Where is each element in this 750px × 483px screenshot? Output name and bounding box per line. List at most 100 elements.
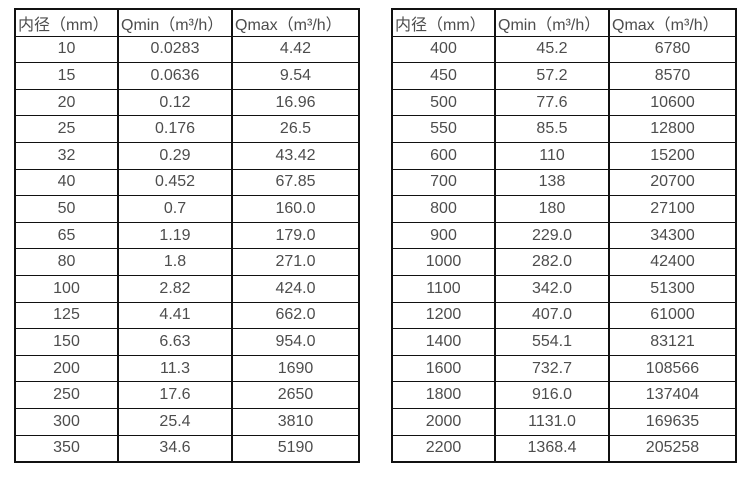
table-cell: 229.0 [494, 221, 610, 250]
table-row: 100 2.82 424.0 [14, 274, 360, 303]
table-cell: 57.2 [494, 62, 610, 90]
table-cell: 65 [14, 221, 119, 250]
table-row: 2000 1131.0 169635 [391, 407, 737, 436]
table-cell: 0.29 [117, 141, 233, 170]
table-cell: 500 [391, 88, 496, 117]
table-cell: 250 [14, 381, 119, 409]
column-header: Qmin（m³/h） [494, 8, 610, 37]
table-row: 350 34.6 5190 [14, 434, 360, 463]
table-cell: 6.63 [117, 328, 233, 356]
table-cell: 0.176 [117, 115, 233, 143]
table-cell: 27100 [608, 195, 737, 223]
column-header: 内径（mm） [14, 8, 119, 37]
table-cell: 1000 [391, 248, 496, 276]
table-cell: 1131.0 [494, 407, 610, 436]
table-cell: 83121 [608, 328, 737, 356]
table-cell: 108566 [608, 354, 737, 383]
table-row: 600 110 15200 [391, 141, 737, 170]
table-row: 25 0.176 26.5 [14, 115, 360, 143]
table-cell: 50 [14, 195, 119, 223]
table-cell: 5190 [231, 434, 360, 463]
table-cell: 77.6 [494, 88, 610, 117]
table-cell: 550 [391, 115, 496, 143]
table-cell: 0.452 [117, 168, 233, 197]
table-cell: 400 [391, 35, 496, 64]
table-cell: 169635 [608, 407, 737, 436]
table-row: 500 77.6 10600 [391, 88, 737, 117]
table-row: 800 180 27100 [391, 195, 737, 223]
table-cell: 150 [14, 328, 119, 356]
table-row: 1400 554.1 83121 [391, 328, 737, 356]
table-cell: 137404 [608, 381, 737, 409]
table-row: 65 1.19 179.0 [14, 221, 360, 250]
table-row: 125 4.41 662.0 [14, 301, 360, 330]
table-cell: 600 [391, 141, 496, 170]
table-cell: 80 [14, 248, 119, 276]
table-row: 10 0.0283 4.42 [14, 35, 360, 64]
table-cell: 32 [14, 141, 119, 170]
table-cell: 1.19 [117, 221, 233, 250]
table-cell: 16.96 [231, 88, 360, 117]
table-cell: 0.7 [117, 195, 233, 223]
table-row: 400 45.2 6780 [391, 35, 737, 64]
table-cell: 85.5 [494, 115, 610, 143]
table-cell: 20 [14, 88, 119, 117]
table-cell: 4.41 [117, 301, 233, 330]
table-row: 50 0.7 160.0 [14, 195, 360, 223]
table-row: 1000 282.0 42400 [391, 248, 737, 276]
column-header: Qmin（m³/h） [117, 8, 233, 37]
table-cell: 8570 [608, 62, 737, 90]
column-header: Qmax（m³/h） [608, 8, 737, 37]
table-cell: 350 [14, 434, 119, 463]
table-cell: 4.42 [231, 35, 360, 64]
table-row: 1800 916.0 137404 [391, 381, 737, 409]
table-cell: 12800 [608, 115, 737, 143]
table-cell: 662.0 [231, 301, 360, 330]
table-cell: 2200 [391, 434, 496, 463]
table-row: 150 6.63 954.0 [14, 328, 360, 356]
table-cell: 25 [14, 115, 119, 143]
table-cell: 11.3 [117, 354, 233, 383]
table-cell: 0.0636 [117, 62, 233, 90]
table-cell: 2.82 [117, 274, 233, 303]
table-row: 2200 1368.4 205258 [391, 434, 737, 463]
table-cell: 1800 [391, 381, 496, 409]
table-cell: 45.2 [494, 35, 610, 64]
flow-table-small-diameters: 内径（mm） Qmin（m³/h） Qmax（m³/h） 10 0.0283 4.42 15… [14, 8, 360, 464]
table-cell: 2650 [231, 381, 360, 409]
table-cell: 700 [391, 168, 496, 197]
table-row: 550 85.5 12800 [391, 115, 737, 143]
table-cell: 1600 [391, 354, 496, 383]
table-cell: 954.0 [231, 328, 360, 356]
table-cell: 10600 [608, 88, 737, 117]
table-cell: 125 [14, 301, 119, 330]
table-cell: 2000 [391, 407, 496, 436]
table-cell: 34.6 [117, 434, 233, 463]
table-cell: 900 [391, 221, 496, 250]
table-cell: 138 [494, 168, 610, 197]
table-header-row: 内径（mm） Qmin（m³/h） Qmax（m³/h） [391, 8, 737, 37]
table-cell: 1.8 [117, 248, 233, 276]
table-cell: 271.0 [231, 248, 360, 276]
table-cell: 1690 [231, 354, 360, 383]
table-cell: 9.54 [231, 62, 360, 90]
table-header-row: 内径（mm） Qmin（m³/h） Qmax（m³/h） [14, 8, 360, 37]
table-cell: 20700 [608, 168, 737, 197]
table-cell: 40 [14, 168, 119, 197]
column-header: 内径（mm） [391, 8, 496, 37]
table-body: 400 45.2 6780 450 57.2 8570 500 77.6 10600 550 85.… [391, 35, 737, 463]
table-cell: 200 [14, 354, 119, 383]
table-row: 450 57.2 8570 [391, 62, 737, 90]
table-cell: 1368.4 [494, 434, 610, 463]
table-row: 15 0.0636 9.54 [14, 62, 360, 90]
table-cell: 3810 [231, 407, 360, 436]
table-cell: 424.0 [231, 274, 360, 303]
table-cell: 42400 [608, 248, 737, 276]
table-row: 20 0.12 16.96 [14, 88, 360, 117]
table-cell: 160.0 [231, 195, 360, 223]
table-cell: 25.4 [117, 407, 233, 436]
table-row: 700 138 20700 [391, 168, 737, 197]
table-cell: 0.12 [117, 88, 233, 117]
table-row: 1200 407.0 61000 [391, 301, 737, 330]
